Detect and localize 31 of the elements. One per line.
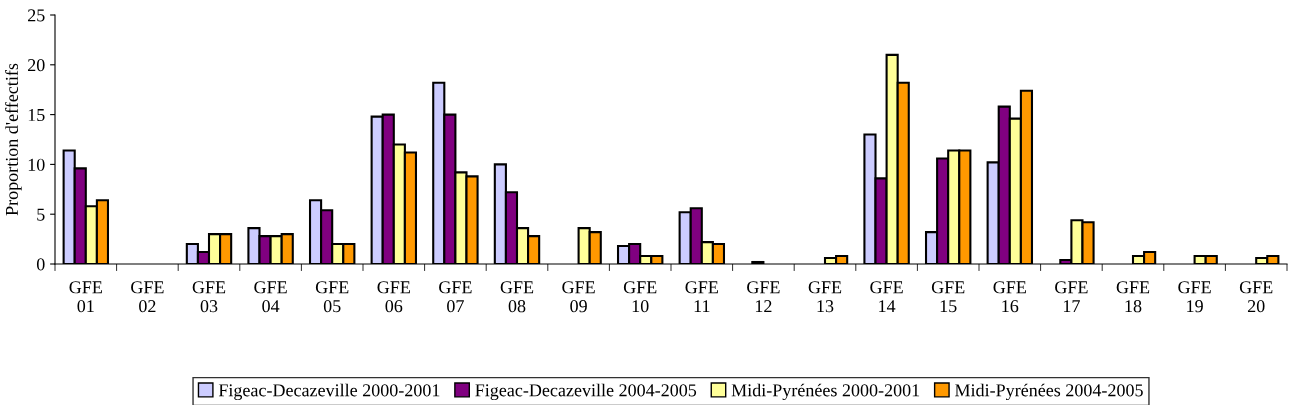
x-tick-label: GFE 14 [870,281,903,313]
x-tick-label: GFE 08 [500,281,534,313]
y-axis-title: Proportion d'effectifs [5,63,22,216]
x-tick-label: GFE 09 [562,281,595,313]
legend-label: Midi-Pyrénées 2000-2001 [731,383,920,401]
x-tick-label: GFE 05 [315,281,349,313]
x-tick-label: GFE 18 [1116,281,1150,313]
x-tick-label: GFE 19 [1178,281,1211,313]
y-tick-label: 10 [28,158,45,171]
x-tick-label: GFE 02 [131,281,164,313]
x-tick-label: GFE 20 [1239,281,1273,313]
x-tick-label: GFE 10 [623,281,657,313]
y-tick-label: 0 [36,258,45,271]
legend-label: Midi-Pyrénées 2004-2005 [955,383,1143,401]
x-tick-label: GFE 03 [192,281,226,313]
x-tick-label: GFE 07 [439,281,472,313]
y-tick-label: 5 [37,208,45,221]
y-tick-label: 20 [28,59,45,72]
legend-label: Figeac-Decazeville 2000-2001 [218,383,440,401]
y-tick-label: 25 [28,9,45,22]
x-tick-label: GFE 13 [808,281,842,313]
x-tick-label: GFE 06 [377,281,410,313]
x-tick-label: GFE 11 [685,281,718,313]
y-tick-label: 15 [28,108,45,122]
x-tick-label: GFE 16 [993,281,1026,313]
x-tick-label: GFE 04 [254,281,287,313]
x-tick-label: GFE 01 [69,281,102,313]
x-tick-label: GFE 12 [747,281,780,313]
x-tick-label: GFE 15 [931,281,965,313]
x-tick-label: GFE 17 [1055,281,1088,313]
legend-label: Figeac-Decazeville 2004-2005 [475,383,697,401]
